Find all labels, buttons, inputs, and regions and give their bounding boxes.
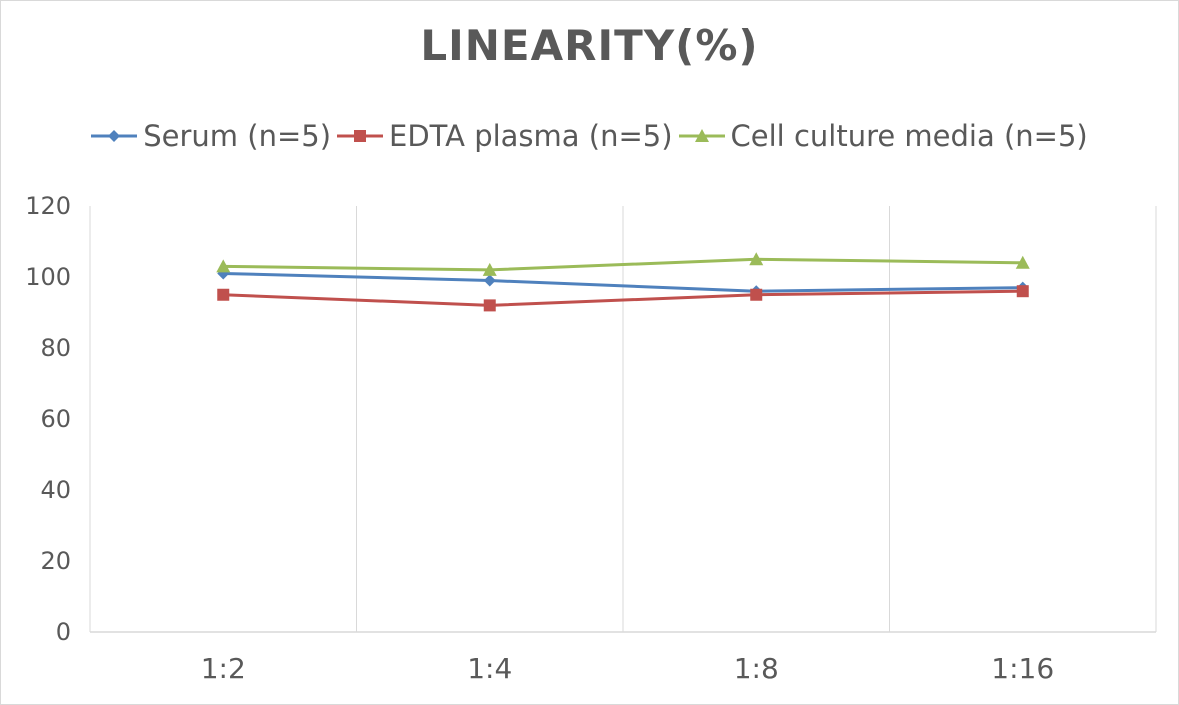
y-tick-label: 40 xyxy=(40,476,71,504)
y-tick-label: 100 xyxy=(25,263,71,291)
series-line-serum-n-5 xyxy=(223,271,1023,293)
x-tick-label: 1:2 xyxy=(201,652,246,685)
y-tick-label: 120 xyxy=(25,192,71,220)
legend-marker-edta-plasma xyxy=(337,130,384,142)
data-point-serum-n-5 xyxy=(483,274,496,287)
data-point-edta-plasma-n-5 xyxy=(217,288,230,301)
data-point-edta-plasma-n-5 xyxy=(483,299,496,312)
data-point-cell-culture-media-n-5 xyxy=(482,262,497,276)
data-point-cell-culture-media-n-5 xyxy=(749,252,764,266)
legend-marker-serum xyxy=(91,130,138,142)
data-point-edta-plasma-n-5 xyxy=(750,288,763,301)
series-line-edta-plasma-n-5 xyxy=(223,289,1023,307)
x-tick-label: 1:16 xyxy=(991,652,1054,685)
data-point-cell-culture-media-n-5 xyxy=(216,259,231,273)
y-tick-label: 60 xyxy=(40,405,71,433)
legend-item-edta-plasma: EDTA plasma (n=5) xyxy=(337,119,673,153)
legend-item-cell-culture-media: Cell culture media (n=5) xyxy=(678,119,1088,153)
chart-title: LINEARITY(%) xyxy=(420,21,759,70)
x-tick-label: 1:8 xyxy=(734,652,779,685)
legend-label-cell-culture-media: Cell culture media (n=5) xyxy=(730,119,1088,153)
x-tick-label: 1:4 xyxy=(467,652,512,685)
legend-label-edta-plasma: EDTA plasma (n=5) xyxy=(389,119,673,153)
data-point-cell-culture-media-n-5 xyxy=(1015,255,1030,269)
legend-marker-cell-culture-media xyxy=(678,129,725,142)
series-line-cell-culture-media-n-5 xyxy=(223,257,1023,272)
data-point-edta-plasma-n-5 xyxy=(1016,285,1029,298)
y-tick-label: 80 xyxy=(40,334,71,362)
legend-label-serum: Serum (n=5) xyxy=(143,119,332,153)
legend-item-serum: Serum (n=5) xyxy=(91,119,331,153)
chart-legend: Serum (n=5) EDTA plasma (n=5) Cell cultu… xyxy=(1,119,1178,153)
y-tick-label: 20 xyxy=(40,547,71,575)
y-tick-label: 0 xyxy=(56,618,71,646)
